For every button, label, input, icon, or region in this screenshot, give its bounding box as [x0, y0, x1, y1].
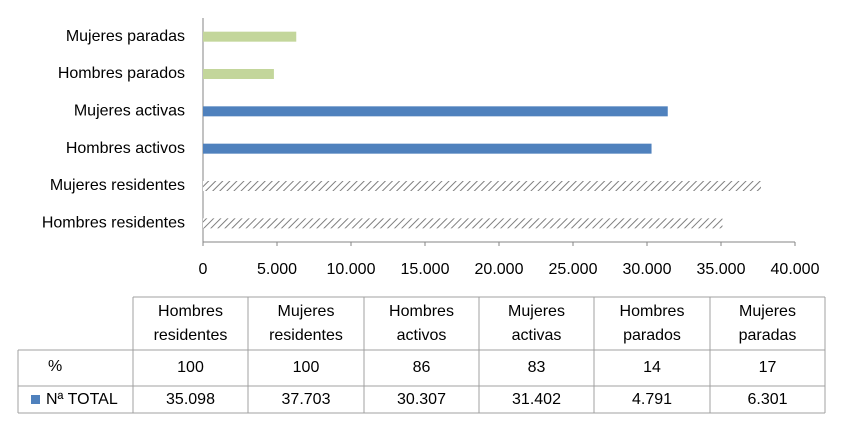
- bar: [203, 218, 723, 229]
- x-tick-label: 10.000: [327, 261, 376, 278]
- table-cell: 86: [413, 359, 431, 376]
- x-tick-label: 15.000: [401, 261, 450, 278]
- row-label: %: [48, 358, 62, 375]
- table-header: Hombres residentes: [154, 303, 228, 344]
- x-tick-label: 40.000: [771, 261, 820, 278]
- bar: [203, 106, 668, 117]
- bar: [203, 31, 297, 42]
- category-label: Mujeres paradas: [66, 28, 185, 45]
- table-header: Mujeres paradas: [739, 303, 797, 344]
- table-header: Hombres activos: [389, 303, 454, 344]
- bar: [203, 181, 762, 191]
- table-cell: 83: [528, 359, 546, 376]
- table-header: Mujeres residentes: [269, 303, 343, 344]
- table-cell: 30.307: [397, 391, 446, 408]
- table-cell: 6.301: [747, 391, 787, 408]
- table-cell: 35.098: [166, 391, 215, 408]
- table-header: Mujeres activas: [508, 303, 565, 344]
- table-cell: 100: [293, 359, 320, 376]
- legend-label: Nª TOTAL: [46, 391, 118, 408]
- table-header: Hombres parados: [620, 303, 685, 344]
- table-cell: 100: [177, 359, 204, 376]
- category-label: Hombres parados: [58, 65, 185, 82]
- legend-swatch: [31, 395, 40, 404]
- x-tick-label: 20.000: [475, 261, 524, 278]
- table-cell: 31.402: [512, 391, 561, 408]
- category-label: Mujeres residentes: [50, 177, 185, 194]
- table-cell: 37.703: [282, 391, 331, 408]
- x-tick-label: 35.000: [697, 261, 746, 278]
- category-label: Hombres residentes: [42, 215, 185, 232]
- bar: [203, 69, 274, 79]
- table-cell: 14: [643, 359, 661, 376]
- x-tick-label: 30.000: [623, 261, 672, 278]
- bar: [203, 143, 652, 154]
- x-tick-label: 0: [199, 261, 208, 278]
- x-tick-label: 25.000: [549, 261, 598, 278]
- table-cell: 17: [759, 359, 777, 376]
- table-cell: 4.791: [632, 391, 672, 408]
- x-tick-label: 5.000: [257, 261, 297, 278]
- category-label: Hombres activos: [66, 140, 185, 157]
- category-label: Mujeres activas: [74, 103, 185, 120]
